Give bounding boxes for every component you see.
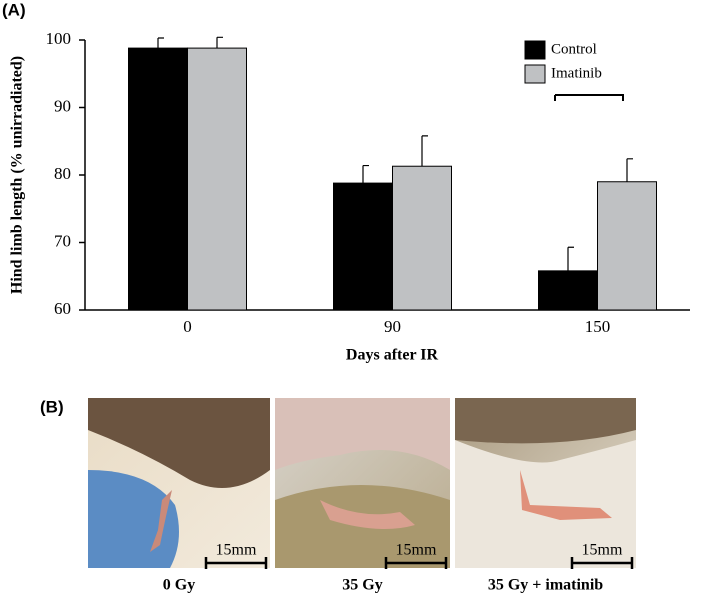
scale-label: 15mm [582, 542, 623, 559]
scale-bar [570, 557, 634, 569]
error-bar [157, 37, 164, 49]
error-bar [567, 246, 574, 271]
legend-swatch [524, 64, 546, 84]
legend-label: Imatinib [551, 65, 602, 81]
x-tick-label: 0 [183, 317, 192, 336]
bar [538, 270, 598, 311]
scale-label: 15mm [396, 542, 437, 559]
y-tick-label: 80 [54, 164, 71, 183]
bar [128, 47, 188, 311]
y-tick-label: 90 [54, 96, 71, 115]
bar [187, 47, 247, 311]
scale-bar [204, 557, 268, 569]
y-tick-label: 60 [54, 299, 71, 318]
legend-label: Control [551, 41, 597, 57]
error-bar [421, 135, 428, 167]
photo-caption: 35 Gy + imatinib [488, 577, 603, 594]
y-tick-label: 70 [54, 231, 71, 250]
panel-label: (A) [2, 0, 26, 19]
bar [333, 182, 393, 311]
photo-caption: 35 Gy [342, 577, 382, 594]
panel-label: (B) [40, 397, 64, 416]
x-axis-label: Days after IR [346, 347, 439, 364]
y-tick-label: 100 [46, 29, 72, 48]
x-tick-label: 150 [585, 317, 611, 336]
bar [597, 181, 657, 311]
y-axis-label: Hind limb length (% unirradiated) [9, 56, 26, 294]
legend-swatch [524, 40, 546, 60]
bar [392, 165, 452, 311]
scale-label: 15mm [216, 542, 257, 559]
photo-caption: 0 Gy [163, 577, 195, 594]
error-bar [216, 36, 223, 49]
photo [275, 398, 450, 568]
significance-bracket [554, 94, 624, 101]
x-tick-label: 90 [384, 317, 401, 336]
error-bar [626, 158, 633, 182]
error-bar [362, 164, 369, 184]
photo [455, 398, 636, 568]
photo [88, 398, 270, 568]
scale-bar [384, 557, 448, 569]
